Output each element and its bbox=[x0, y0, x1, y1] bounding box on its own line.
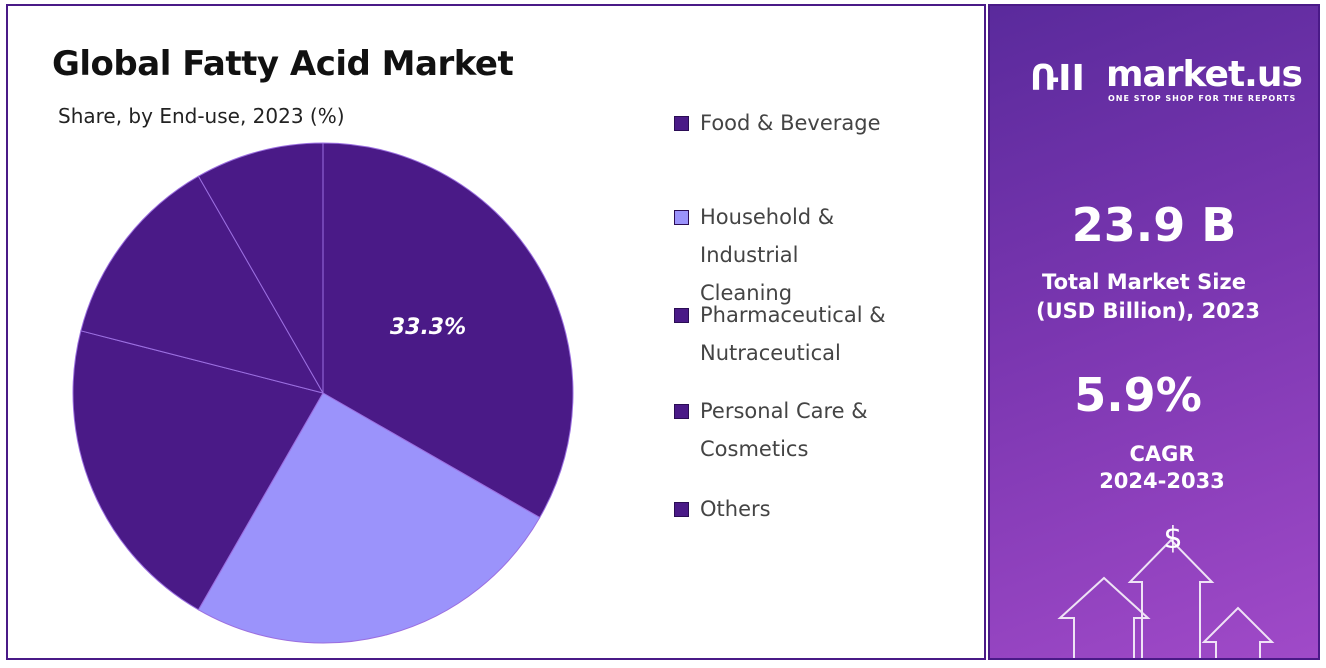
cagr-period: 2024-2033 bbox=[1099, 469, 1225, 493]
cagr-value: 5.9% bbox=[1074, 368, 1202, 422]
pie-slice-3 bbox=[80, 175, 325, 394]
legend-label: Household & Industrial Cleaning bbox=[700, 205, 835, 305]
logo-icon: ՌII bbox=[1030, 58, 1085, 99]
legend-swatch bbox=[674, 404, 689, 419]
pie-slice-4 bbox=[197, 142, 324, 395]
data-label-0: 33.3% bbox=[390, 315, 466, 340]
legend-label: Pharmaceutical & Nutraceutical bbox=[700, 303, 886, 365]
legend-swatch bbox=[674, 308, 689, 323]
market-size-label: Total Market Size bbox=[1042, 270, 1246, 294]
legend-swatch bbox=[674, 116, 689, 131]
legend-label: Food & Beverage bbox=[700, 111, 881, 135]
legend-label: Personal Care & Cosmetics bbox=[700, 399, 868, 461]
pie-slice-0 bbox=[322, 142, 574, 519]
growth-arrows-icon: $ bbox=[1057, 521, 1275, 658]
market-size-value: 23.9 B bbox=[1071, 198, 1237, 252]
pie-chart: 33.3% bbox=[72, 142, 574, 644]
brand-tagline: ONE STOP SHOP FOR THE REPORTS bbox=[1108, 94, 1297, 103]
legend-swatch bbox=[674, 502, 689, 517]
summary-panel: ՌII market.us ONE STOP SHOP FOR THE REPO… bbox=[988, 4, 1320, 660]
brand-name: market.us bbox=[1106, 54, 1303, 95]
chart-subtitle: Share, by End-use, 2023 (%) bbox=[58, 104, 345, 128]
chart-title: Global Fatty Acid Market bbox=[52, 44, 514, 84]
cagr-label: CAGR bbox=[1129, 442, 1195, 466]
legend-label: Others bbox=[700, 497, 771, 521]
market-size-unit: (USD Billion), 2023 bbox=[1035, 299, 1261, 323]
pie-slice-2 bbox=[72, 330, 324, 611]
brand-logo: ՌII market.us ONE STOP SHOP FOR THE REPO… bbox=[1030, 54, 1303, 104]
dollar-sign: $ bbox=[1163, 521, 1182, 556]
pie-slice-1 bbox=[197, 392, 541, 644]
legend-swatch bbox=[674, 210, 689, 225]
